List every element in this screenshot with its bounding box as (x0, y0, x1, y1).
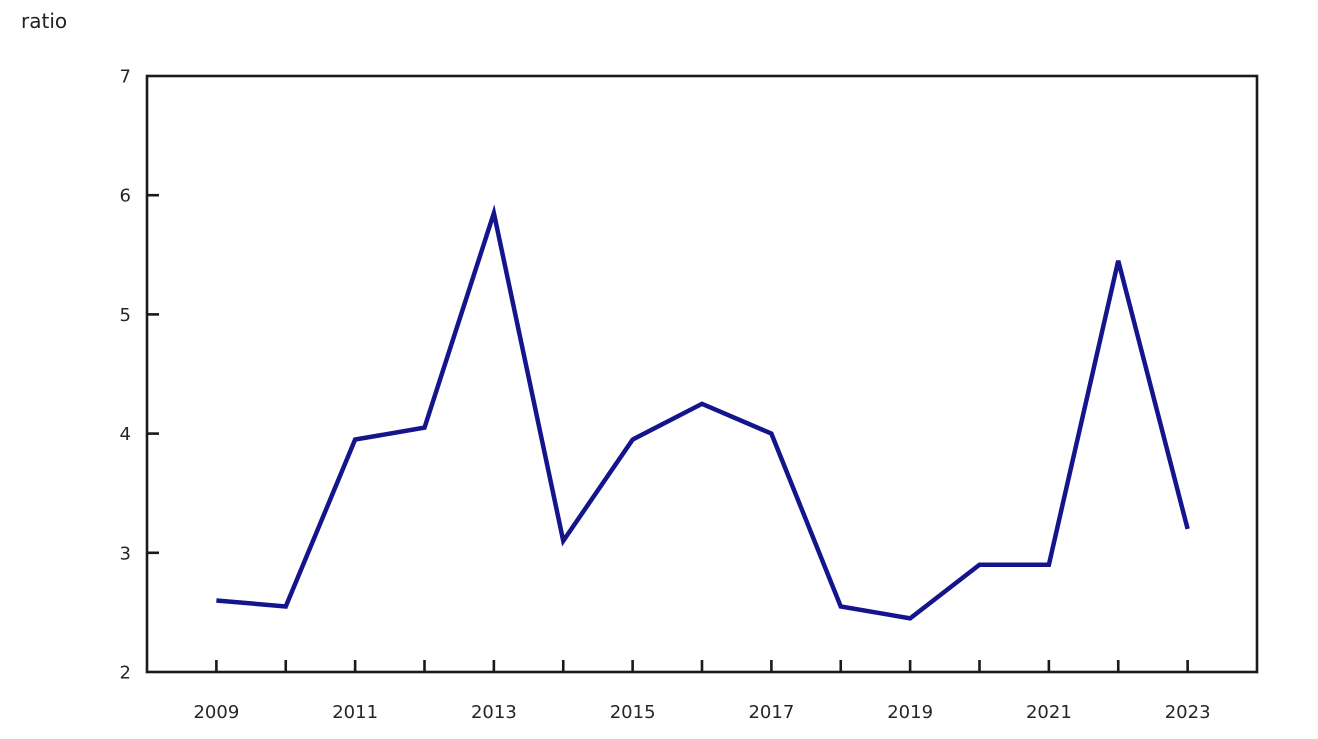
y-axis-unit-label: ratio (21, 9, 68, 33)
x-axis: 2009 2011 2013 2015 2017 2019 2021 2023 (193, 660, 1211, 723)
x-axis-tick-label: 2013 (471, 702, 517, 723)
x-axis-tick-label: 2017 (748, 702, 794, 723)
y-axis-tick-label: 4 (120, 424, 131, 445)
y-axis: 2 3 4 5 6 7 (120, 67, 159, 684)
x-axis-tick-label: 2015 (610, 702, 656, 723)
y-axis-tick-label: 2 (120, 663, 131, 684)
y-axis-tick-label: 7 (120, 67, 131, 88)
x-axis-tick-label: 2009 (193, 702, 239, 723)
x-axis-tick-label: 2019 (887, 702, 933, 723)
x-axis-tick-label: 2011 (332, 702, 378, 723)
data-line-ratio (216, 204, 1190, 621)
y-axis-tick-label: 3 (120, 543, 131, 564)
y-axis-tick-label: 6 (120, 186, 131, 207)
x-axis-tick-label: 2023 (1165, 702, 1211, 723)
x-axis-tick-label: 2021 (1026, 702, 1072, 723)
y-axis-tick-label: 5 (120, 305, 131, 326)
